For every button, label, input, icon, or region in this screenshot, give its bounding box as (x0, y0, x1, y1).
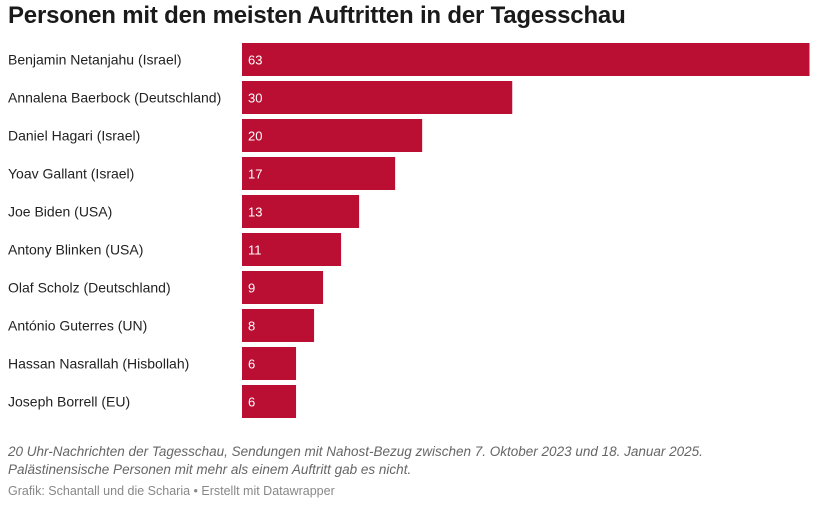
value-label: 8 (248, 319, 255, 334)
category-label: Olaf Scholz (Deutschland) (8, 280, 171, 296)
value-label: 17 (248, 167, 262, 182)
bar (242, 157, 396, 190)
bar (242, 385, 297, 418)
bar (242, 271, 324, 304)
value-label: 20 (248, 129, 262, 144)
value-label: 6 (248, 357, 255, 372)
value-label: 11 (248, 243, 262, 258)
category-label: Joseph Borrell (EU) (8, 394, 130, 410)
value-label: 63 (248, 53, 262, 68)
value-label: 13 (248, 205, 262, 220)
chart-notes: 20 Uhr-Nachrichten der Tagesschau, Sendu… (8, 443, 703, 479)
bar (242, 119, 423, 152)
category-label: Antony Blinken (USA) (8, 242, 143, 258)
category-label: Annalena Baerbock (Deutschland) (8, 90, 221, 106)
note-line-2: Palästinensische Personen mit mehr als e… (8, 462, 412, 477)
category-label: Hassan Nasrallah (Hisbollah) (8, 356, 189, 372)
note-line-1: 20 Uhr-Nachrichten der Tagesschau, Sendu… (8, 444, 703, 459)
category-label: Yoav Gallant (Israel) (8, 166, 134, 182)
value-label: 6 (248, 395, 255, 410)
bar (242, 309, 315, 342)
bar (242, 81, 513, 114)
category-label: Daniel Hagari (Israel) (8, 128, 140, 144)
value-label: 30 (248, 91, 262, 106)
bar (242, 43, 810, 76)
category-label: Benjamin Netanjahu (Israel) (8, 52, 182, 68)
chart-credit: Grafik: Schantall und die Scharia • Erst… (8, 484, 335, 498)
category-label: António Guterres (UN) (8, 318, 147, 334)
value-label: 9 (248, 281, 255, 296)
bar (242, 195, 360, 228)
bar (242, 233, 342, 266)
chart-title: Personen mit den meisten Auftritten in d… (8, 2, 626, 29)
bar (242, 347, 297, 380)
category-label: Joe Biden (USA) (8, 204, 112, 220)
bar-chart: Benjamin Netanjahu (Israel) 63 Annalena Ba… (8, 43, 810, 418)
